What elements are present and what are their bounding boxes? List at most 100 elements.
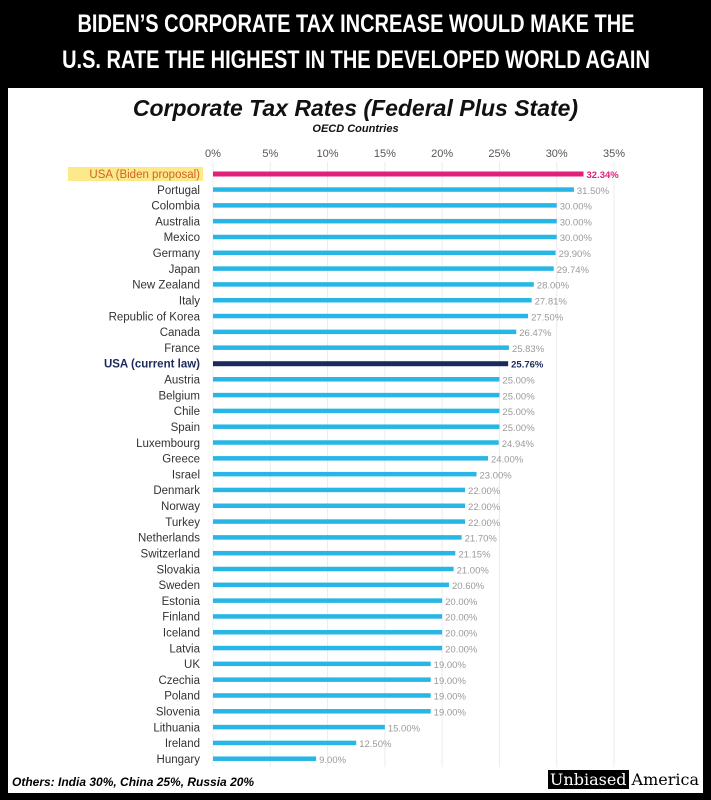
data-label: 30.00% [560,202,593,213]
logo-part-1: Unbiased [547,770,629,789]
category-label: Austria [164,375,200,387]
data-label: 29.74% [557,265,590,276]
category-label: Latvia [169,643,200,655]
bar [213,645,443,651]
data-label: 12.50% [359,739,392,750]
category-label: Estonia [162,596,201,608]
data-label: 24.00% [491,455,524,466]
category-label: Ireland [165,738,200,750]
data-label: 21.15% [458,549,491,560]
data-label: 19.00% [434,676,467,687]
bar [213,424,500,429]
bar [213,519,466,524]
bar [213,582,450,588]
category-label: Portugal [157,185,200,197]
unbiased-america-logo: Unbiased America [547,770,699,789]
data-label: 31.50% [577,186,610,197]
category-label: Germany [153,248,201,260]
category-label: Colombia [151,201,200,213]
data-label: 19.00% [434,660,467,671]
data-label: 25.00% [502,423,535,434]
headline-line-2: U.S. RATE THE HIGHEST IN THE DEVELOPED W… [61,46,650,74]
category-label: USA (Biden proposal) [89,169,200,181]
category-label: Iceland [163,627,200,639]
headline: BIDEN’S CORPORATE TAX INCREASE WOULD MAK… [0,0,711,88]
bar [213,471,477,477]
category-label: Hungary [157,754,201,766]
bar [213,614,443,619]
bar [213,629,443,635]
x-tick-label: 25% [488,148,510,160]
data-label: 27.50% [531,312,564,323]
category-label: Australia [155,216,200,228]
bar [213,203,557,208]
category-label: Sweden [158,580,200,592]
bar [213,456,488,461]
bar [213,535,462,540]
bar [213,234,557,240]
x-tick-label: 5% [262,148,278,160]
bar [213,693,431,698]
bar [213,187,574,192]
x-tick-label: 30% [546,148,568,160]
x-tick-label: 35% [603,148,625,160]
data-label: 19.00% [434,692,467,703]
data-label: 25.00% [502,376,535,387]
category-label: USA (current law) [104,359,200,371]
category-label: Israel [172,469,200,481]
label-highlight [68,167,203,181]
category-label: Canada [160,327,201,339]
x-tick-label: 0% [205,148,221,160]
category-label: UK [184,659,200,671]
data-label: 29.90% [559,249,592,260]
logo-part-2: America [631,770,699,789]
data-label: 21.70% [465,534,498,545]
bar [213,361,509,367]
bar [213,250,556,256]
data-label: 25.00% [502,391,535,402]
bar [213,297,532,303]
bar [213,313,529,319]
bar [213,266,554,271]
bar [213,740,357,746]
category-label: Denmark [153,485,200,497]
category-label: Norway [161,501,200,513]
data-label: 19.00% [434,708,467,719]
category-label: Slovakia [157,564,201,576]
bar [213,550,456,556]
category-label: Switzerland [141,548,200,560]
data-label: 20.00% [445,613,478,624]
bar [213,487,466,493]
data-label: 27.81% [535,296,568,307]
data-label: 25.76% [511,360,544,371]
data-label: 28.00% [537,281,570,292]
data-label: 20.00% [445,628,478,639]
category-label: Finland [162,612,200,624]
category-label: Czechia [158,675,200,687]
chart-title: Corporate Tax Rates (Federal Plus State) [132,95,579,121]
category-label: Poland [164,691,200,703]
category-label: Greece [162,454,200,466]
headline-line-1: BIDEN’S CORPORATE TAX INCREASE WOULD MAK… [76,10,635,38]
category-label: Chile [174,406,200,418]
category-label: Republic of Korea [109,311,201,323]
category-label: Lithuania [153,722,200,734]
bar [213,724,385,730]
bar [213,756,317,761]
bar [213,329,517,335]
chart-subtitle: OECD Countries [312,123,399,135]
footer-note: Others: India 30%, China 25%, Russia 20% [12,775,255,789]
data-label: 20.60% [452,581,485,592]
data-label: 26.47% [519,328,552,339]
data-label: 20.00% [445,644,478,655]
x-tick-label: 20% [431,148,453,160]
bar [213,661,431,667]
x-tick-label: 15% [374,148,396,160]
bar [213,503,466,509]
data-label: 25.00% [502,407,535,418]
bar [213,345,509,350]
category-label: Spain [171,422,200,434]
category-label: France [164,343,200,355]
category-label: Japan [169,264,200,276]
